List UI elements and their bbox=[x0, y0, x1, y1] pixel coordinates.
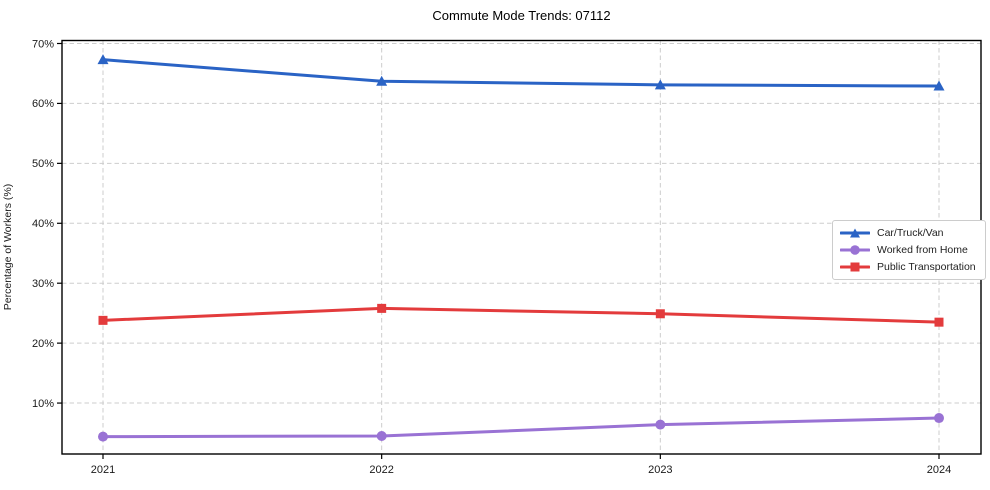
data-point-marker bbox=[933, 80, 945, 91]
data-point-marker bbox=[654, 79, 666, 90]
series-line bbox=[101, 416, 941, 439]
legend-item-label: Worked from Home bbox=[877, 244, 968, 256]
legend-item: Public Transportation bbox=[840, 260, 976, 274]
y-tick-label: 70% bbox=[32, 38, 54, 50]
axis-ticks: 10% 20% 30% 40% 50% 60% 70% 2021 2022 2023 2024 bbox=[32, 38, 951, 476]
data-point-marker bbox=[97, 54, 109, 65]
chart-title: Commute Mode Trends: 07112 bbox=[432, 8, 611, 23]
legend: Car/Truck/Van Worked from Home Public Tran… bbox=[832, 220, 986, 280]
legend-item: Car/Truck/Van bbox=[840, 226, 976, 240]
data-point-marker bbox=[655, 309, 665, 319]
data-point-marker bbox=[98, 315, 108, 325]
data-point-marker bbox=[934, 413, 944, 424]
legend-marker-icon bbox=[840, 228, 870, 238]
data-point-marker bbox=[376, 431, 387, 442]
x-tick-label: 2024 bbox=[927, 464, 951, 476]
legend-item: Worked from Home bbox=[840, 243, 976, 257]
x-tick-label: 2023 bbox=[648, 464, 672, 476]
data-point-marker bbox=[376, 75, 388, 86]
y-tick-label: 60% bbox=[32, 98, 54, 110]
legend-item-label: Car/Truck/Van bbox=[877, 227, 944, 239]
legend-marker-icon bbox=[840, 245, 870, 255]
series-line bbox=[101, 306, 941, 324]
data-point-marker bbox=[934, 317, 944, 327]
y-tick-label: 10% bbox=[32, 398, 54, 410]
data-point-marker bbox=[655, 419, 666, 430]
legend-item-label: Public Transportation bbox=[877, 261, 976, 273]
series-markers bbox=[97, 54, 945, 91]
series-line bbox=[101, 58, 941, 88]
data-point-marker bbox=[377, 303, 387, 313]
y-tick-label: 20% bbox=[32, 338, 54, 350]
series-markers bbox=[98, 413, 944, 442]
legend-marker-icon bbox=[840, 262, 870, 272]
y-tick-label: 50% bbox=[32, 158, 54, 170]
y-tick-label: 30% bbox=[32, 278, 54, 290]
data-point-marker bbox=[98, 431, 108, 442]
y-tick-label: 40% bbox=[32, 218, 54, 230]
x-tick-label: 2022 bbox=[369, 464, 393, 476]
series-markers bbox=[98, 303, 944, 327]
x-tick-label: 2021 bbox=[91, 464, 115, 476]
